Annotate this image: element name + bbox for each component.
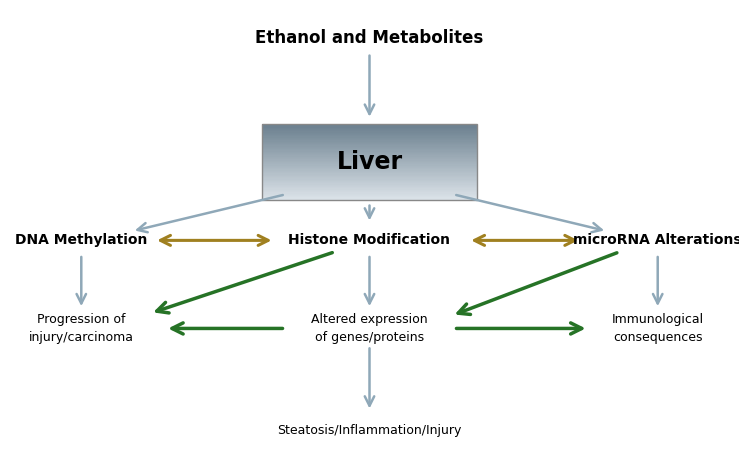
Bar	[262, 137, 477, 138]
Bar	[262, 149, 477, 150]
Bar	[262, 144, 477, 145]
Text: Ethanol and Metabolites: Ethanol and Metabolites	[256, 29, 483, 47]
Bar	[262, 143, 477, 144]
Bar	[262, 141, 477, 143]
Bar	[262, 194, 477, 195]
Bar	[262, 188, 477, 190]
Bar	[262, 185, 477, 186]
Bar	[262, 183, 477, 185]
Bar	[262, 129, 477, 130]
Bar	[262, 168, 477, 169]
Bar	[262, 159, 477, 160]
Bar	[262, 125, 477, 126]
Bar	[262, 138, 477, 139]
Bar	[262, 133, 477, 134]
Text: Steatosis/Inflammation/Injury: Steatosis/Inflammation/Injury	[277, 424, 462, 437]
Bar	[262, 147, 477, 148]
Bar	[262, 176, 477, 177]
Bar	[262, 179, 477, 181]
Bar	[262, 156, 477, 157]
Bar	[262, 181, 477, 182]
Bar	[262, 152, 477, 153]
Bar	[262, 196, 477, 198]
Bar	[262, 124, 477, 200]
Text: Altered expression
of genes/proteins: Altered expression of genes/proteins	[311, 313, 428, 344]
Bar	[262, 157, 477, 158]
Bar	[262, 126, 477, 128]
Bar	[262, 160, 477, 162]
Text: Histone Modification: Histone Modification	[288, 233, 451, 248]
Bar	[262, 135, 477, 137]
Bar	[262, 172, 477, 173]
Bar	[262, 167, 477, 168]
Bar	[262, 171, 477, 172]
Bar	[262, 130, 477, 131]
Bar	[262, 134, 477, 135]
Text: Progression of
injury/carcinoma: Progression of injury/carcinoma	[29, 313, 134, 344]
Bar	[262, 191, 477, 192]
Bar	[262, 139, 477, 140]
Bar	[262, 182, 477, 183]
Bar	[262, 145, 477, 147]
Text: microRNA Alterations: microRNA Alterations	[573, 233, 739, 248]
Bar	[262, 177, 477, 178]
Bar	[262, 128, 477, 129]
Bar	[262, 186, 477, 187]
Bar	[262, 154, 477, 156]
Bar	[262, 150, 477, 152]
Bar	[262, 164, 477, 166]
Bar	[262, 124, 477, 125]
Bar	[262, 173, 477, 175]
Bar	[262, 178, 477, 179]
Bar	[262, 148, 477, 149]
Bar	[262, 195, 477, 196]
Text: Liver: Liver	[336, 150, 403, 174]
Bar	[262, 192, 477, 194]
Bar	[262, 175, 477, 176]
Bar	[262, 190, 477, 191]
Text: Immunological
consequences: Immunological consequences	[612, 313, 704, 344]
Bar	[262, 166, 477, 167]
Bar	[262, 162, 477, 163]
Bar	[262, 187, 477, 188]
Bar	[262, 153, 477, 154]
Text: DNA Methylation: DNA Methylation	[15, 233, 148, 248]
Bar	[262, 158, 477, 159]
Bar	[262, 140, 477, 141]
Bar	[262, 131, 477, 133]
Bar	[262, 169, 477, 171]
Bar	[262, 198, 477, 200]
Bar	[262, 163, 477, 164]
